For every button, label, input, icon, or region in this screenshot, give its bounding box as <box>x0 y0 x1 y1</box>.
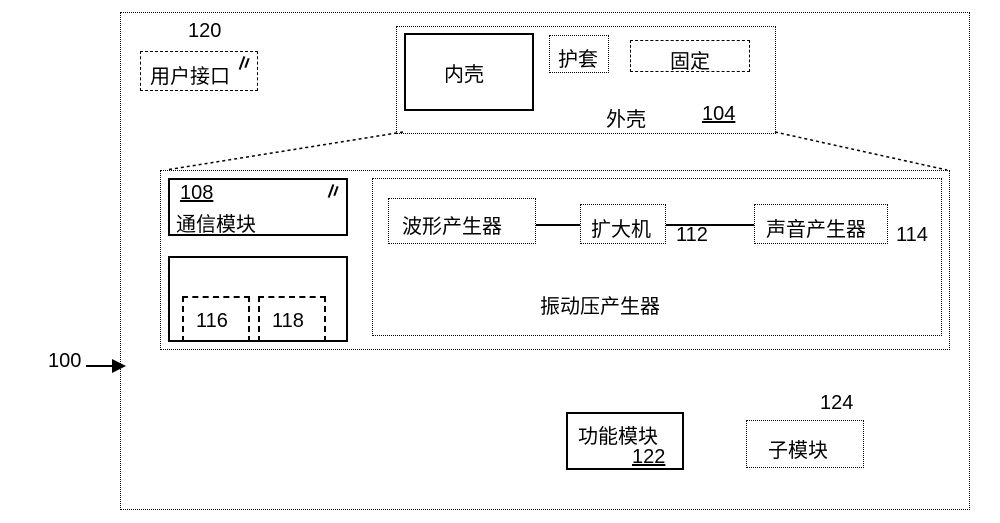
link-wave-amp <box>536 224 580 226</box>
ref-100: 100 <box>48 350 81 373</box>
ref-112: 112 <box>676 224 708 247</box>
sound-generator-label: 声音产生器 <box>766 213 866 242</box>
ref-108: 108 <box>180 182 213 205</box>
ref-118: 118 <box>272 310 304 333</box>
amplifier-label: 扩大机 <box>591 213 651 242</box>
ref-120: 120 <box>188 20 221 43</box>
rf-icon <box>241 56 251 72</box>
function-module-label: 功能模块 <box>578 420 658 449</box>
system-arrow-line <box>86 365 112 367</box>
vibration-generator-label: 振动压产生器 <box>540 290 660 319</box>
ref-116: 116 <box>196 310 228 333</box>
ref-104: 104 <box>702 103 735 126</box>
housing-label: 外壳 <box>606 103 646 132</box>
waveform-generator-label: 波形产生器 <box>402 210 502 239</box>
sheath-label: 护套 <box>558 43 598 72</box>
rf-icon <box>330 184 340 200</box>
ref-124: 124 <box>820 392 853 415</box>
inner-shell-label: 内壳 <box>444 58 484 87</box>
system-arrow-head <box>112 359 126 373</box>
user-interface-label: 用户接口 <box>150 60 230 89</box>
ref-122: 122 <box>632 446 665 469</box>
comm-module-label: 通信模块 <box>176 208 256 237</box>
fix-label: 固定 <box>670 45 710 74</box>
sub-module-label: 子模块 <box>768 434 828 463</box>
link-amp-sound <box>666 224 754 226</box>
ref-114: 114 <box>896 224 928 247</box>
